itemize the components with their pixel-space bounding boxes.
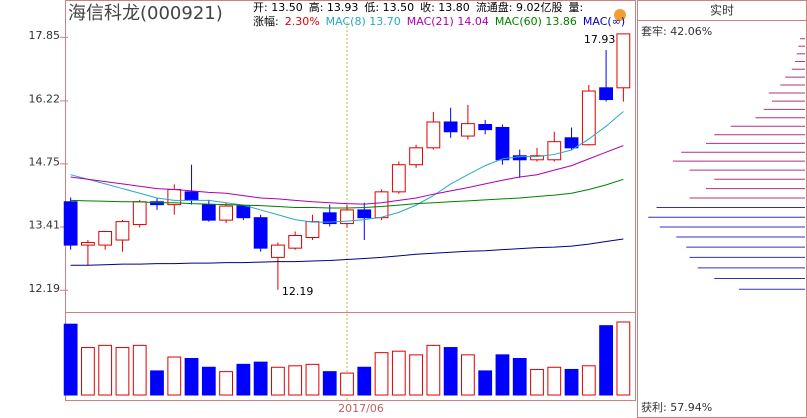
profit-label: 获利: 57.94% — [641, 401, 712, 414]
volume-bar — [599, 325, 613, 396]
info-item: 涨幅: — [253, 15, 279, 28]
volume-bar — [443, 347, 458, 396]
y-tick-label: 14.75 — [29, 155, 61, 168]
ma-line — [70, 238, 624, 266]
volume-bar — [115, 347, 130, 396]
info-item: 开: 13.50 — [253, 1, 303, 14]
candle-body — [236, 205, 251, 219]
info-item: MAC(21) 14.04 — [407, 15, 489, 28]
max-label: 17.93 — [584, 33, 616, 46]
candle-body — [374, 191, 389, 219]
ma-line — [70, 178, 624, 209]
candle-body — [253, 217, 268, 249]
volume-bar — [288, 365, 303, 396]
candle-body — [115, 221, 130, 241]
info-line: 开: 13.50 高: 13.93 低: 13.50 收: 13.80 流通盘: 9.0… — [253, 0, 583, 14]
info-item: MAC(∞) — [583, 15, 625, 28]
volume-bar — [409, 354, 423, 396]
candle-body — [340, 209, 354, 225]
volume-bar — [132, 344, 147, 396]
y-tick-label: 13.41 — [29, 219, 61, 232]
candle-body — [547, 141, 562, 161]
candle-body — [98, 230, 113, 246]
volume-bar — [461, 354, 475, 396]
candle-body — [81, 242, 95, 246]
info-item: 高: 13.93 — [309, 0, 359, 14]
candle-body — [599, 87, 613, 101]
info-item: MAC(8) 13.70 — [326, 15, 401, 28]
volume-bar — [495, 354, 510, 396]
candle-body — [564, 137, 579, 149]
ma-line — [70, 111, 624, 223]
candle-body — [219, 205, 233, 221]
info-item: 2.30% — [285, 15, 320, 28]
info-item: 流通盘: 9.02亿股 — [476, 0, 563, 14]
time-label: 2017/06 — [338, 402, 384, 415]
candle-body — [63, 201, 78, 246]
volume-bar — [478, 370, 493, 396]
stock-title: 海信科龙(000921) — [68, 3, 223, 24]
volume-bar — [547, 366, 562, 396]
candle-body — [409, 147, 423, 166]
candle-body — [616, 33, 631, 89]
volume-bar — [167, 356, 182, 396]
candle-body — [495, 126, 510, 161]
side-title: 实时 — [710, 3, 734, 18]
volume-bar — [201, 366, 216, 396]
volume-bar — [322, 371, 337, 396]
info-item: 量: — [569, 1, 584, 14]
volume-bar — [357, 366, 372, 396]
info-item: 低: 13.50 — [364, 1, 414, 14]
volume-bar — [150, 370, 164, 396]
candle-body — [271, 244, 285, 258]
volume-bar — [374, 352, 389, 396]
volume-bar — [616, 321, 631, 396]
volume-bar — [564, 368, 579, 396]
candle-body — [357, 209, 372, 219]
volume-bar — [63, 323, 78, 396]
candle-body — [184, 191, 199, 201]
trapped-label: 套牢: 42.06% — [641, 24, 712, 38]
candle-body — [478, 124, 493, 131]
settings-icon[interactable] — [614, 9, 626, 21]
volume-bar — [219, 371, 233, 396]
info-item: MAC(60) 13.86 — [495, 15, 577, 28]
min-label: 12.19 — [282, 285, 314, 298]
volume-bar — [236, 363, 251, 396]
volume-bar — [98, 344, 113, 396]
candle-body — [132, 201, 147, 226]
volume-bar — [391, 350, 406, 396]
candle-body — [426, 121, 441, 149]
volume-bar — [305, 363, 320, 396]
candle-body — [305, 221, 320, 239]
volume-bar — [271, 366, 285, 396]
candle-body — [581, 90, 596, 146]
y-tick-label: 17.85 — [29, 29, 61, 42]
y-tick-label: 16.22 — [29, 92, 61, 105]
volume-bar — [184, 358, 199, 396]
y-tick-label: 12.19 — [29, 282, 61, 295]
candle-body — [530, 155, 544, 161]
candle-body — [201, 204, 216, 221]
volume-bar — [253, 361, 268, 396]
main-frame — [65, 0, 636, 401]
candle-body — [461, 123, 475, 137]
volume-bar — [340, 372, 354, 396]
candle-body — [288, 234, 303, 249]
volume-bar — [512, 358, 527, 396]
volume-bar — [530, 368, 544, 396]
ma-line — [70, 145, 624, 205]
candle-body — [322, 212, 337, 225]
candle-body — [443, 121, 458, 133]
candle-body — [391, 164, 406, 193]
volume-bar — [81, 347, 95, 396]
info-line: 涨幅: 2.30% MAC(8) 13.70 MAC(21) 14.04 MAC(60)… — [253, 15, 625, 28]
volume-bar — [426, 344, 441, 396]
info-item: 收: 13.80 — [420, 0, 470, 14]
volume-bar — [581, 365, 596, 396]
